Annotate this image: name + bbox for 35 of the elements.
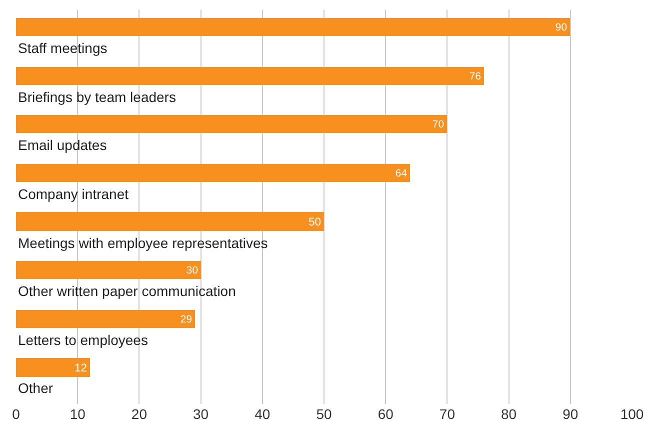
x-tick-label: 70 bbox=[439, 406, 456, 422]
x-tick-label: 50 bbox=[316, 406, 332, 422]
bar bbox=[16, 18, 570, 36]
data-label: 70 bbox=[432, 120, 444, 131]
data-label: 50 bbox=[308, 216, 321, 228]
data-label: 64 bbox=[395, 168, 408, 180]
bar bbox=[16, 310, 195, 328]
y-tick-label: Company intranet bbox=[18, 186, 129, 202]
x-tick-label: 100 bbox=[620, 406, 644, 422]
bar bbox=[16, 67, 484, 85]
bar bbox=[16, 115, 447, 133]
y-tick-label: Other written paper communication bbox=[18, 283, 236, 299]
data-label: 90 bbox=[555, 22, 568, 34]
y-tick-label: Letters to employees bbox=[18, 332, 148, 348]
bar bbox=[16, 358, 90, 377]
data-label: 76 bbox=[469, 72, 482, 83]
x-tick-label: 90 bbox=[562, 406, 578, 422]
y-tick-label: Other bbox=[18, 380, 54, 396]
y-tick-label: Meetings with employee representatives bbox=[18, 235, 268, 251]
x-tick-label: 10 bbox=[70, 406, 86, 422]
bar bbox=[16, 164, 410, 182]
y-tick-label: Staff meetings bbox=[18, 40, 108, 56]
bar bbox=[16, 212, 324, 231]
x-tick-label: 0 bbox=[12, 406, 20, 422]
data-label: 30 bbox=[186, 266, 198, 277]
x-tick-label: 80 bbox=[501, 406, 517, 422]
y-tick-label: Briefings by team leaders bbox=[18, 89, 176, 105]
bar bbox=[16, 261, 201, 279]
x-tick-label: 30 bbox=[193, 406, 209, 422]
data-label: 29 bbox=[180, 314, 192, 326]
x-tick-label: 40 bbox=[254, 406, 270, 422]
x-tick-label: 60 bbox=[378, 406, 394, 422]
x-tick-label: 20 bbox=[131, 406, 148, 422]
data-label: 12 bbox=[74, 362, 87, 374]
y-tick-label: Email updates bbox=[18, 137, 107, 153]
